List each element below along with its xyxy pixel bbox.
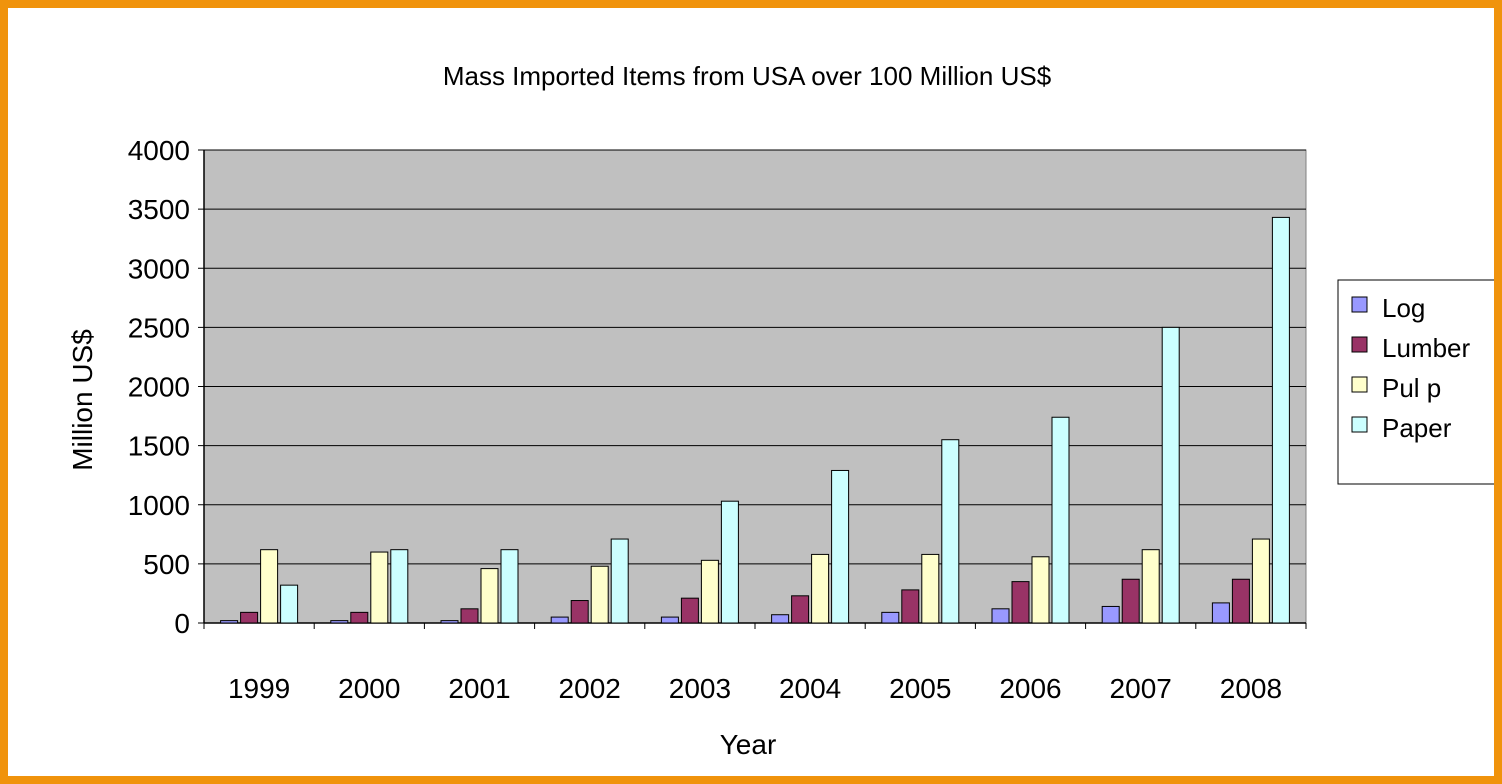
legend-swatch bbox=[1351, 296, 1368, 313]
legend-label: Pul p bbox=[1382, 373, 1441, 403]
bar-paper-2001 bbox=[500, 549, 519, 624]
x-tick-label: 2002 bbox=[559, 673, 621, 704]
bar-lumber-2003 bbox=[680, 597, 699, 624]
x-tick-label: 2005 bbox=[889, 673, 951, 704]
bar-log-2001 bbox=[440, 620, 459, 624]
bar-lumber-2007 bbox=[1121, 578, 1140, 624]
bar-paper-1999 bbox=[280, 584, 299, 624]
y-tick-label: 0 bbox=[174, 608, 190, 639]
bar-pulp-2001 bbox=[480, 568, 499, 624]
bar-pulp-2002 bbox=[590, 565, 609, 624]
bar-log-2003 bbox=[660, 616, 679, 624]
y-tick-label: 2000 bbox=[128, 372, 190, 403]
bar-pulp-2005 bbox=[921, 553, 940, 624]
bar-paper-2008 bbox=[1271, 216, 1290, 624]
y-tick-label: 4000 bbox=[128, 135, 190, 166]
bar-paper-2000 bbox=[390, 549, 409, 624]
bar-log-2000 bbox=[330, 620, 349, 624]
bar-paper-2007 bbox=[1161, 326, 1180, 624]
x-tick-label: 2004 bbox=[779, 673, 841, 704]
legend: Log Lumber Pul p Paper bbox=[1337, 279, 1494, 485]
bar-pulp-2000 bbox=[370, 551, 389, 624]
bar-log-2007 bbox=[1101, 605, 1120, 624]
legend-swatch bbox=[1351, 336, 1368, 353]
y-tick-label: 3000 bbox=[128, 253, 190, 284]
bar-lumber-2002 bbox=[570, 600, 589, 624]
x-tick-label: 2003 bbox=[669, 673, 731, 704]
bar-log-2008 bbox=[1211, 602, 1230, 624]
x-axis-label: Year bbox=[720, 729, 777, 760]
bar-log-2002 bbox=[550, 616, 569, 624]
bar-paper-2005 bbox=[941, 439, 960, 624]
legend-label: Log bbox=[1382, 293, 1425, 323]
y-tick-label: 1500 bbox=[128, 431, 190, 462]
legend-label: Lumber bbox=[1382, 333, 1470, 363]
bar-log-1999 bbox=[220, 620, 239, 624]
legend-swatch bbox=[1351, 416, 1368, 433]
x-tick-label: 2001 bbox=[448, 673, 510, 704]
bar-log-2006 bbox=[991, 608, 1010, 624]
bar-pulp-2003 bbox=[700, 559, 719, 624]
y-tick-label: 2500 bbox=[128, 312, 190, 343]
bar-paper-2003 bbox=[720, 500, 739, 624]
chart-frame: Mass Imported Items from USA over 100 Mi… bbox=[8, 8, 1494, 776]
bar-paper-2002 bbox=[610, 538, 629, 624]
bar-log-2005 bbox=[881, 611, 900, 624]
bar-lumber-2001 bbox=[460, 608, 479, 624]
bar-lumber-2005 bbox=[901, 589, 920, 624]
bar-paper-2004 bbox=[831, 469, 850, 624]
bar-pulp-1999 bbox=[260, 549, 279, 624]
chart-title: Mass Imported Items from USA over 100 Mi… bbox=[443, 61, 1052, 91]
bar-lumber-2004 bbox=[791, 595, 810, 624]
bar-lumber-2000 bbox=[350, 611, 369, 624]
y-tick-label: 500 bbox=[143, 549, 190, 580]
x-tick-label: 2007 bbox=[1110, 673, 1172, 704]
bar-lumber-1999 bbox=[240, 611, 259, 624]
bar-paper-2006 bbox=[1051, 416, 1070, 624]
bar-lumber-2006 bbox=[1011, 581, 1030, 624]
x-tick-label: 2006 bbox=[999, 673, 1061, 704]
x-tick-label: 2000 bbox=[338, 673, 400, 704]
bar-pulp-2006 bbox=[1031, 556, 1050, 624]
bar-chart: Mass Imported Items from USA over 100 Mi… bbox=[67, 61, 1494, 760]
plot-area: 0 500 1000 1500 2000 2500 3000 3500 4000 1999 2000… bbox=[128, 135, 1307, 704]
bar-lumber-2008 bbox=[1231, 578, 1250, 624]
bar-pulp-2004 bbox=[811, 553, 830, 624]
bar-log-2004 bbox=[771, 614, 790, 624]
x-tick-label: 1999 bbox=[228, 673, 290, 704]
y-tick-label: 1000 bbox=[128, 490, 190, 521]
x-tick-label: 2008 bbox=[1220, 673, 1282, 704]
y-axis-label: Million US$ bbox=[67, 329, 98, 471]
y-tick-label: 3500 bbox=[128, 194, 190, 225]
bar-pulp-2007 bbox=[1141, 549, 1160, 624]
legend-swatch bbox=[1351, 376, 1368, 393]
bar-pulp-2008 bbox=[1251, 538, 1270, 624]
legend-label: Paper bbox=[1382, 413, 1452, 443]
